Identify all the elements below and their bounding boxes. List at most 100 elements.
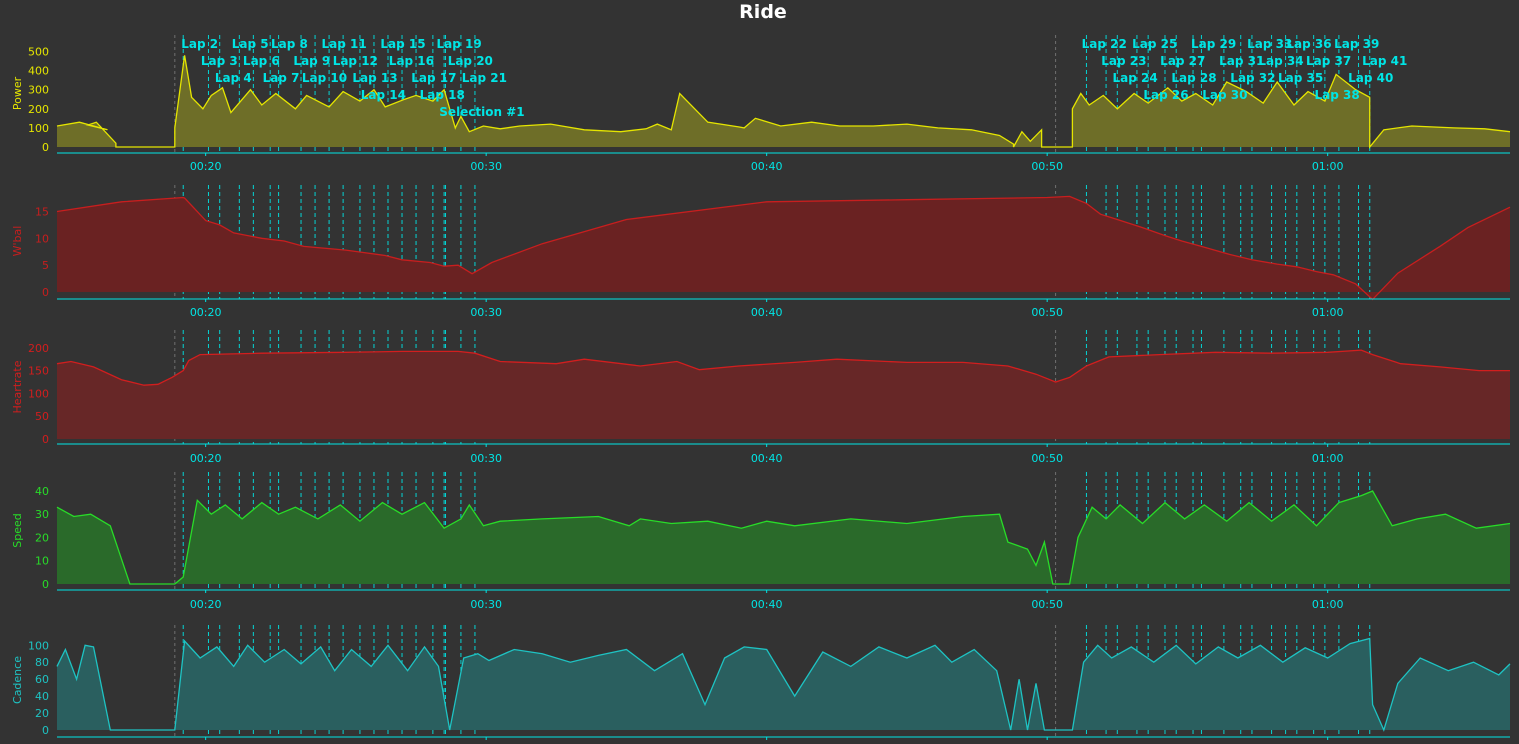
- power-y-tick-label: 200: [28, 103, 49, 116]
- lap-label: Lap 8: [271, 37, 308, 51]
- x-tick-label: 00:30: [470, 742, 502, 744]
- lap-label: Lap 35: [1278, 71, 1323, 85]
- x-tick-label: 00:50: [1031, 598, 1063, 611]
- lap-label: Lap 7: [263, 71, 300, 85]
- x-tick-label: 00:50: [1031, 306, 1063, 319]
- hr-y-tick-label: 100: [28, 387, 49, 400]
- lap-label: Lap 13: [352, 71, 397, 85]
- speed-y-tick-label: 0: [42, 578, 49, 591]
- x-tick-label: 00:30: [470, 160, 502, 173]
- wbal-y-tick-label: 10: [35, 232, 49, 245]
- lap-label: Lap 16: [389, 54, 434, 68]
- wbal-y-tick-label: 0: [42, 286, 49, 299]
- lap-label: Lap 10: [302, 71, 347, 85]
- x-tick-label: 00:50: [1031, 452, 1063, 465]
- x-tick-label: 01:00: [1312, 452, 1344, 465]
- lap-label: Lap 26: [1143, 88, 1188, 102]
- lap-label: Lap 6: [243, 54, 280, 68]
- x-tick-label: 00:30: [470, 452, 502, 465]
- hr-line: [56, 349, 1510, 386]
- cadence-y-tick-label: 20: [35, 707, 49, 720]
- lap-label: Lap 15: [380, 37, 425, 51]
- lap-label: Lap 31: [1219, 54, 1264, 68]
- x-tick-label: 00:40: [751, 742, 783, 744]
- cadence-y-axis-label: Cadence: [11, 656, 24, 704]
- lap-label: Lap 36: [1286, 37, 1331, 51]
- x-tick-label: 00:40: [751, 306, 783, 319]
- speed-y-tick-label: 10: [35, 555, 49, 568]
- lap-label: Lap 30: [1202, 88, 1247, 102]
- wbal-panel: 0 5 10 15 W'bal 00:20 00:30 00:40 00:50 01:00: [11, 185, 1511, 319]
- x-tick-label: 00:40: [751, 598, 783, 611]
- hr-area: [57, 350, 1510, 439]
- lap-label: Lap 24: [1112, 71, 1157, 85]
- lap-label: Lap 19: [436, 37, 481, 51]
- x-tick-label: 01:00: [1312, 160, 1344, 173]
- cadence-y-tick-label: 40: [35, 690, 49, 703]
- lap-label: Lap 38: [1314, 88, 1359, 102]
- lap-label: Lap 29: [1191, 37, 1236, 51]
- cadence-y-tick-label: 0: [42, 724, 49, 737]
- speed-area: [57, 491, 1510, 584]
- lap-label: Lap 2: [181, 37, 218, 51]
- lap-label: Lap 12: [333, 54, 378, 68]
- speed-y-tick-label: 30: [35, 508, 49, 521]
- lap-label: Lap 33: [1247, 37, 1292, 51]
- power-y-axis-label: Power: [11, 76, 24, 110]
- cadence-y-tick-label: 60: [35, 673, 49, 686]
- x-tick-label: 01:00: [1312, 598, 1344, 611]
- cadence-area: [57, 638, 1510, 730]
- wbal-area: [57, 196, 1510, 300]
- lap-label: Lap 32: [1230, 71, 1275, 85]
- wbal-line: [56, 195, 1511, 301]
- power-line: [56, 55, 1511, 149]
- power-y-tick-label: 0: [42, 141, 49, 154]
- lap-labels: Lap 2 Lap 3 Lap 4 Lap 5 Lap 6 Lap 7 Lap 8 Lap 9…: [181, 37, 1407, 119]
- cadence-y-tick-label: 100: [28, 639, 49, 652]
- lap-label: Selection #1: [439, 105, 524, 119]
- power-area: [57, 55, 1510, 147]
- wbal-y-tick-label: 15: [35, 205, 49, 218]
- power-y-tick-label: 500: [28, 45, 49, 58]
- x-tick-label: 01:00: [1312, 742, 1344, 744]
- lap-label: Lap 22: [1082, 37, 1127, 51]
- x-tick-label: 00:50: [1031, 742, 1063, 744]
- power-y-tick-label: 300: [28, 84, 49, 97]
- x-tick-label: 01:00: [1312, 306, 1344, 319]
- lap-label: Lap 37: [1306, 54, 1351, 68]
- x-tick-label: 00:20: [190, 452, 222, 465]
- lap-label: Lap 20: [448, 54, 493, 68]
- x-tick-label: 00:20: [190, 742, 222, 744]
- lap-label: Lap 18: [420, 88, 465, 102]
- lap-label: Lap 39: [1334, 37, 1379, 51]
- hr-y-tick-label: 0: [42, 433, 49, 446]
- power-panel: 0 100 200 300 400 500 Power 00:20 00:30 00:40 00:5…: [11, 35, 1511, 173]
- lap-label: Lap 9: [293, 54, 330, 68]
- lap-label: Lap 3: [201, 54, 238, 68]
- wbal-y-tick-label: 5: [42, 259, 49, 272]
- lap-label: Lap 14: [361, 88, 406, 102]
- lap-label: Lap 21: [462, 71, 507, 85]
- power-y-tick-label: 100: [28, 122, 49, 135]
- lap-label: Lap 25: [1132, 37, 1177, 51]
- lap-label: Lap 27: [1160, 54, 1205, 68]
- speed-y-tick-label: 40: [35, 485, 49, 498]
- hr-y-tick-label: 50: [35, 410, 49, 423]
- speed-y-tick-label: 20: [35, 531, 49, 544]
- lap-label: Lap 40: [1348, 71, 1393, 85]
- power-y-tick-label: 400: [28, 65, 49, 78]
- chart-title: Ride: [739, 1, 787, 23]
- speed-panel: 0 10 20 30 40 Speed 00:20 00:30 00:40 00:50 01:00: [11, 472, 1511, 611]
- lap-label: Lap 17: [411, 71, 456, 85]
- x-tick-label: 00:40: [751, 452, 783, 465]
- x-tick-label: 00:50: [1031, 160, 1063, 173]
- speed-line: [56, 490, 1511, 585]
- lap-label: Lap 41: [1362, 54, 1407, 68]
- hr-panel: 0 50 100 150 200 Heartrate 00:20 00:30 00:40 00:5…: [11, 330, 1510, 465]
- hr-y-axis-label: Heartrate: [11, 360, 24, 413]
- lap-label: Lap 5: [232, 37, 269, 51]
- lap-label: Lap 34: [1258, 54, 1303, 68]
- lap-label: Lap 23: [1101, 54, 1146, 68]
- x-tick-label: 00:20: [190, 160, 222, 173]
